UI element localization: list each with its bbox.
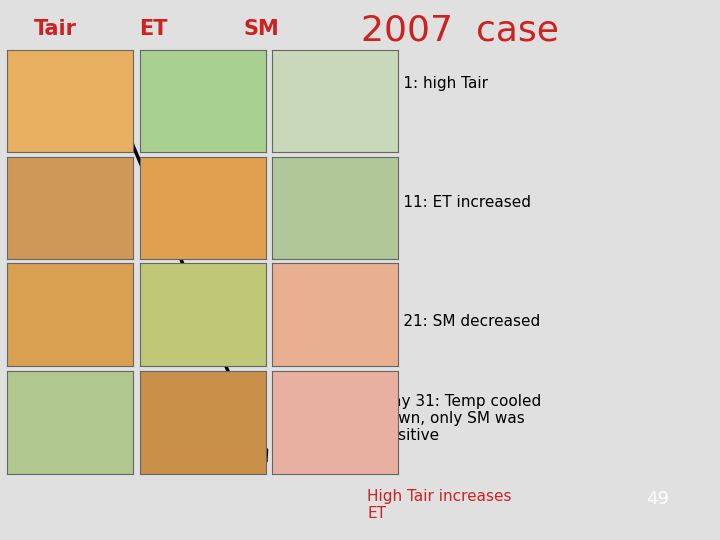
Text: May 11: ET increased: May 11: ET increased xyxy=(367,195,531,210)
Text: May 21: SM decreased: May 21: SM decreased xyxy=(367,314,541,329)
Text: May 1: high Tair: May 1: high Tair xyxy=(367,76,488,91)
Text: 49: 49 xyxy=(646,490,669,509)
Text: 2007  case: 2007 case xyxy=(361,14,559,48)
Text: ET: ET xyxy=(139,19,167,39)
Text: SM: SM xyxy=(244,19,279,39)
Text: Tair: Tair xyxy=(34,19,77,39)
Text: High Tair increases
ET: High Tair increases ET xyxy=(367,489,512,521)
Text: May 31: Temp cooled
down, only SM was
positive: May 31: Temp cooled down, only SM was po… xyxy=(379,394,541,443)
